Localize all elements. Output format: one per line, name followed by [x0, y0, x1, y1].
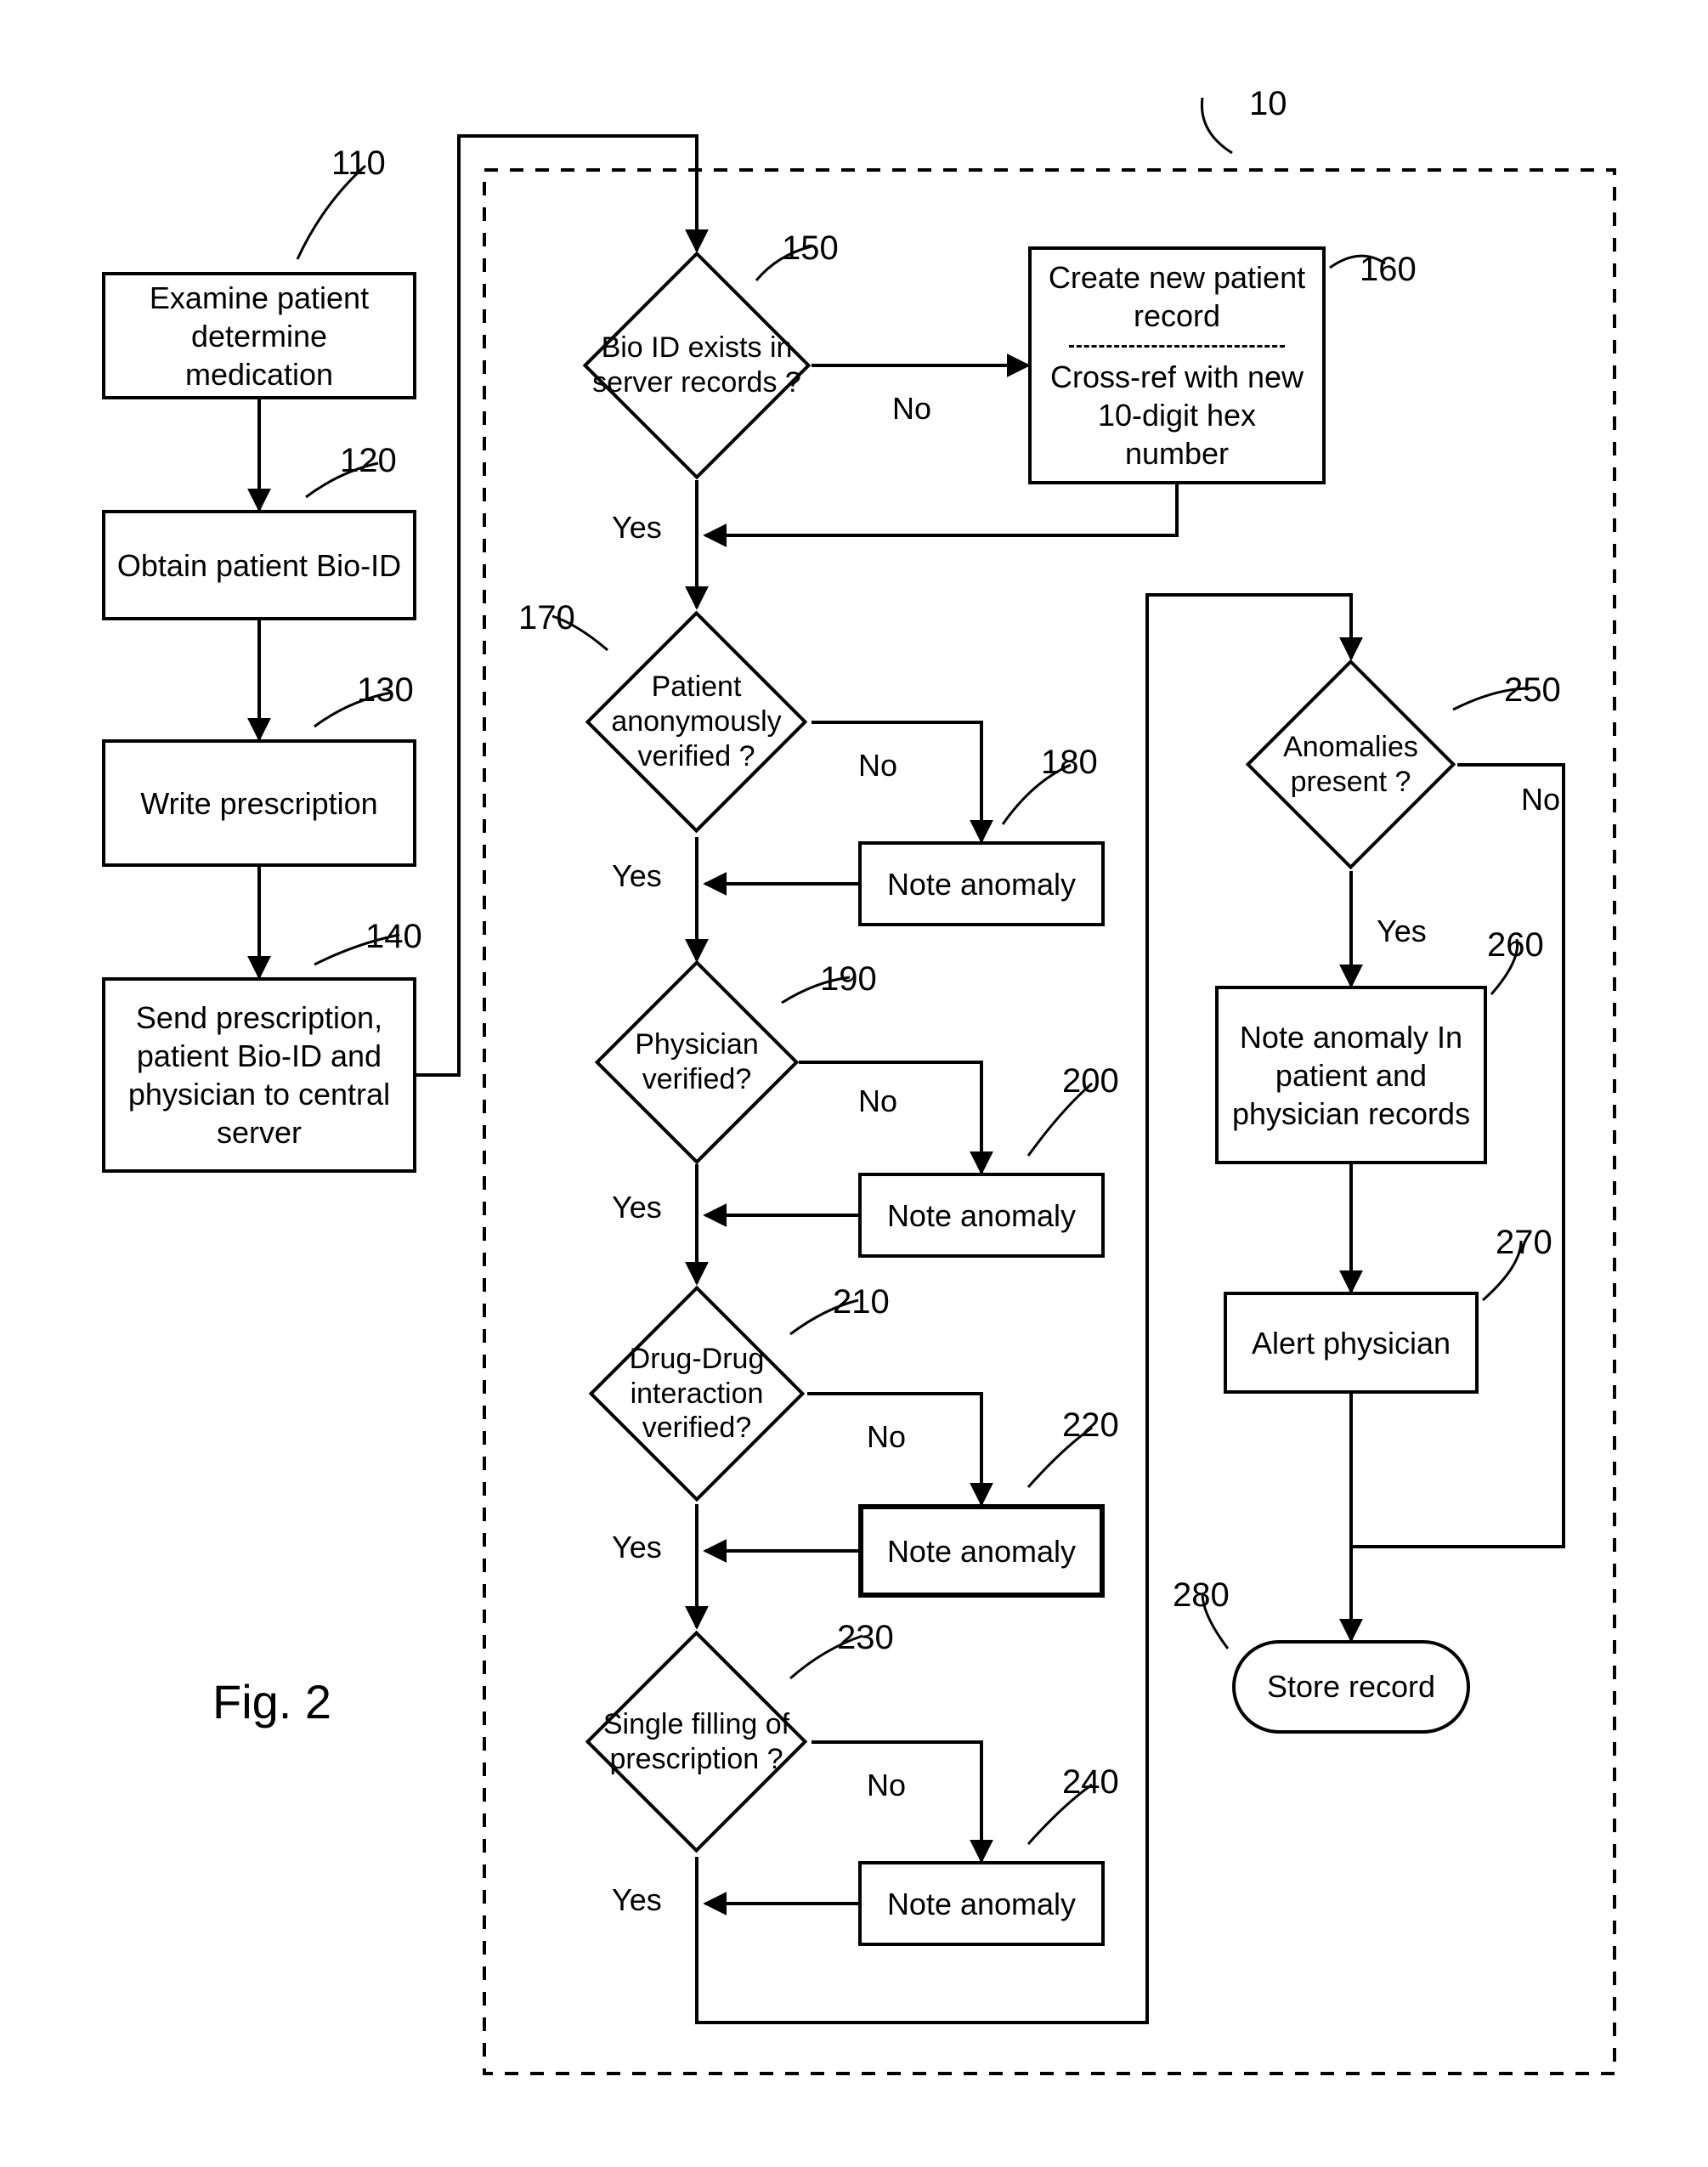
- node-140-send-to-server: Send prescription, patient Bio-ID and ph…: [102, 977, 416, 1173]
- ref-250: 250: [1504, 671, 1561, 710]
- node-160-text-top: Create new patient record: [1042, 258, 1312, 335]
- ref-190: 190: [820, 960, 877, 999]
- label-170-no: No: [858, 748, 897, 784]
- node-230-single-filling: Single filling of prescription ?: [618, 1663, 775, 1820]
- node-240-note-anomaly: Note anomaly: [858, 1861, 1105, 1946]
- node-260-text: Note anomaly In patient and physician re…: [1229, 1018, 1473, 1133]
- ref-200: 200: [1062, 1062, 1119, 1100]
- node-190-text: Physician verified?: [596, 961, 798, 1163]
- label-210-no: No: [867, 1419, 906, 1455]
- figure-label: Fig. 2: [212, 1674, 331, 1729]
- label-150-yes: Yes: [612, 510, 662, 546]
- label-210-yes: Yes: [612, 1530, 662, 1565]
- node-220-text: Note anomaly: [887, 1532, 1076, 1570]
- node-160-divider: [1069, 345, 1285, 348]
- label-190-yes: Yes: [612, 1190, 662, 1225]
- node-280-text: Store record: [1267, 1669, 1435, 1705]
- node-270-alert-physician: Alert physician: [1224, 1292, 1479, 1394]
- ref-240: 240: [1062, 1763, 1119, 1802]
- node-240-text: Note anomaly: [887, 1885, 1076, 1923]
- ref-280: 280: [1173, 1576, 1230, 1615]
- ref-10: 10: [1249, 85, 1287, 123]
- node-180-text: Note anomaly: [887, 865, 1076, 903]
- ref-160: 160: [1360, 251, 1417, 289]
- node-150-text: Bio ID exists in server records ?: [584, 252, 810, 478]
- node-250-text: Anomalies present ?: [1247, 660, 1455, 868]
- node-250-anomalies-present: Anomalies present ?: [1276, 690, 1425, 839]
- label-190-no: No: [858, 1084, 897, 1119]
- ref-210: 210: [833, 1283, 890, 1321]
- flowchart-canvas: Examine patient determine medication Obt…: [0, 0, 1708, 2167]
- ref-270: 270: [1496, 1224, 1552, 1262]
- node-110-text: Examine patient determine medication: [116, 279, 403, 393]
- label-250-yes: Yes: [1377, 914, 1427, 949]
- label-170-yes: Yes: [612, 858, 662, 894]
- node-110-examine-patient: Examine patient determine medication: [102, 272, 416, 399]
- node-130-write-prescription: Write prescription: [102, 739, 416, 867]
- ref-180: 180: [1041, 744, 1098, 782]
- node-190-physician-verified: Physician verified?: [625, 990, 769, 1134]
- node-140-text: Send prescription, patient Bio-ID and ph…: [116, 999, 403, 1151]
- ref-170: 170: [518, 599, 575, 637]
- ref-230: 230: [837, 1619, 894, 1657]
- node-150-bioid-exists: Bio ID exists in server records ?: [616, 285, 778, 446]
- ref-140: 140: [365, 918, 422, 956]
- ref-120: 120: [340, 442, 397, 480]
- node-210-drug-interaction: Drug-Drug interaction verified?: [620, 1317, 773, 1470]
- node-120-text: Obtain patient Bio-ID: [117, 546, 401, 585]
- label-230-yes: Yes: [612, 1882, 662, 1918]
- node-160-text-bot: Cross-ref with new 10-digit hex number: [1042, 358, 1312, 472]
- label-230-no: No: [867, 1768, 906, 1803]
- node-180-note-anomaly: Note anomaly: [858, 841, 1105, 926]
- node-200-text: Note anomaly: [887, 1197, 1076, 1235]
- node-270-text: Alert physician: [1252, 1324, 1451, 1362]
- node-160-create-record: Create new patient record Cross-ref with…: [1028, 246, 1326, 484]
- node-220-note-anomaly: Note anomaly: [858, 1504, 1105, 1598]
- node-210-text: Drug-Drug interaction verified?: [590, 1287, 804, 1501]
- label-150-no: No: [892, 391, 931, 427]
- node-130-text: Write prescription: [140, 784, 377, 823]
- node-280-store-record: Store record: [1232, 1640, 1470, 1734]
- node-170-text: Patient anonymously verified ?: [586, 612, 806, 832]
- ref-130: 130: [357, 671, 414, 710]
- node-200-note-anomaly: Note anomaly: [858, 1173, 1105, 1258]
- ref-220: 220: [1062, 1406, 1119, 1445]
- node-120-obtain-bioid: Obtain patient Bio-ID: [102, 510, 416, 620]
- node-170-patient-verified: Patient anonymously verified ?: [618, 643, 775, 801]
- label-250-no: No: [1521, 782, 1560, 818]
- ref-110: 110: [331, 144, 386, 183]
- node-260-note-anomaly-records: Note anomaly In patient and physician re…: [1215, 986, 1487, 1164]
- node-230-text: Single filling of prescription ?: [586, 1632, 806, 1852]
- ref-150: 150: [782, 229, 839, 268]
- ref-260: 260: [1487, 926, 1544, 965]
